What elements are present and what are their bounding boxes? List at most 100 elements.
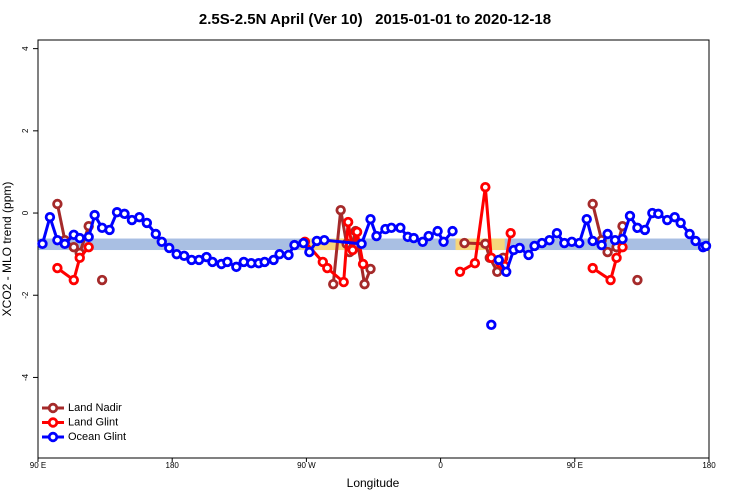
data-point	[231, 261, 242, 273]
x-tick-label: 180	[166, 461, 180, 470]
data-point	[96, 274, 108, 286]
data-point	[141, 217, 153, 229]
x-tick-label: 0	[438, 461, 443, 470]
data-point	[164, 242, 175, 254]
data-point	[386, 222, 397, 234]
data-point	[268, 254, 279, 266]
data-point	[222, 256, 233, 268]
data-point	[178, 250, 190, 261]
data-point	[514, 242, 525, 254]
legend-marker	[47, 431, 59, 443]
data-point	[632, 274, 643, 286]
data-point	[523, 249, 534, 261]
data-point	[207, 256, 218, 268]
data-point	[74, 252, 85, 264]
data-point	[480, 238, 491, 250]
data-point	[335, 204, 346, 216]
data-point	[459, 237, 470, 249]
data-point	[289, 239, 300, 251]
data-point	[423, 230, 434, 242]
data-point	[347, 244, 358, 256]
data-point	[304, 246, 315, 258]
data-point	[104, 224, 115, 236]
data-point	[357, 258, 369, 270]
y-axis-label: XCO2 - MLO trend (ppm)	[0, 182, 14, 317]
data-point	[319, 234, 330, 246]
y-tick-label: -2	[21, 291, 30, 299]
data-point	[574, 237, 585, 249]
data-point	[639, 224, 651, 236]
data-point	[454, 266, 466, 278]
data-point	[74, 232, 85, 244]
data-point	[356, 238, 367, 250]
x-tick-label: 90 E	[567, 461, 583, 470]
data-point	[675, 217, 686, 229]
data-point	[395, 222, 406, 234]
legend-marker	[47, 402, 59, 414]
data-point	[359, 278, 370, 290]
data-point	[417, 236, 428, 248]
data-point	[259, 256, 270, 268]
legend-marker	[47, 417, 59, 428]
x-tick-label: 90 E	[30, 461, 46, 470]
data-point	[59, 238, 71, 250]
data-point	[432, 225, 443, 237]
data-point	[447, 225, 458, 237]
data-point	[602, 228, 613, 240]
data-point	[587, 198, 598, 210]
data-point	[322, 262, 333, 274]
data-point	[617, 233, 628, 245]
data-point	[342, 216, 354, 228]
data-point	[617, 241, 628, 253]
data-point	[408, 232, 419, 244]
data-point	[119, 208, 130, 220]
data-point	[669, 211, 680, 223]
data-point	[52, 198, 63, 210]
data-point	[44, 211, 56, 223]
data-point	[338, 276, 349, 288]
data-point	[469, 257, 481, 269]
data-point	[587, 262, 598, 274]
data-point	[150, 228, 161, 240]
data-point	[83, 231, 94, 243]
data-point	[89, 209, 100, 221]
data-point	[493, 254, 504, 266]
data-point	[52, 234, 63, 246]
data-point	[581, 214, 592, 225]
data-point	[624, 210, 636, 222]
data-point	[83, 241, 94, 253]
legend-label: Land Nadir	[68, 402, 122, 414]
data-point	[605, 274, 616, 286]
data-point	[274, 248, 285, 260]
x-tick-label: 90 W	[297, 461, 316, 470]
data-point	[544, 234, 555, 246]
data-point	[602, 246, 613, 258]
reference-band	[38, 238, 709, 251]
data-point	[611, 252, 622, 264]
legend-label: Land Glint	[68, 416, 118, 428]
data-point	[351, 226, 363, 238]
y-tick-label: 0	[21, 210, 30, 215]
data-point	[52, 262, 63, 274]
chart-title: 2.5S-2.5N April (Ver 10) 2015-01-01 to 2…	[199, 11, 551, 28]
data-point	[68, 274, 79, 286]
data-point	[298, 237, 309, 249]
data-point	[328, 278, 339, 290]
data-point	[596, 239, 607, 251]
y-tick-label: 4	[21, 46, 30, 51]
data-point	[37, 238, 48, 250]
data-point	[68, 241, 79, 253]
data-point	[501, 266, 512, 278]
data-point	[480, 181, 491, 193]
data-point	[365, 263, 376, 275]
data-point	[700, 240, 712, 252]
data-point	[365, 214, 376, 225]
x-tick-label: 180	[702, 461, 716, 470]
data-point	[551, 227, 563, 239]
data-point	[684, 228, 695, 240]
x-axis-label: Longitude	[347, 476, 400, 490]
data-point	[156, 236, 167, 248]
data-point	[653, 208, 664, 220]
data-point	[587, 235, 598, 247]
